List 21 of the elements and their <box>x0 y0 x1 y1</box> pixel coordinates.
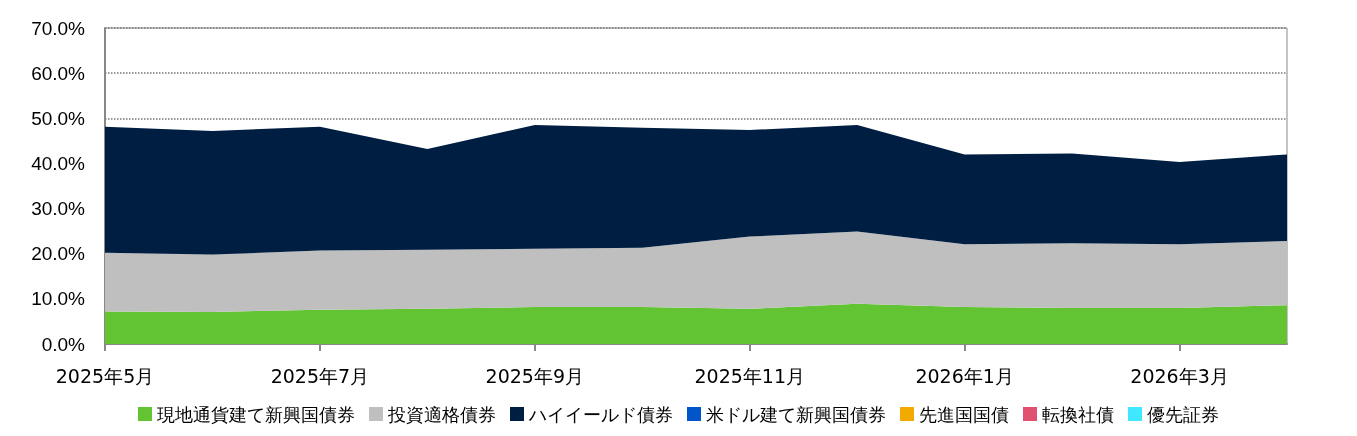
x-tick-label: 2025年5月 <box>55 364 155 387</box>
y-tick-label: 20.0% <box>31 243 86 265</box>
x-tick-label: 2025年11月 <box>694 364 805 387</box>
x-tick-label: 2025年7月 <box>270 364 370 387</box>
legend-label: 先進国国債 <box>919 403 1009 425</box>
y-tick-label: 60.0% <box>31 62 86 84</box>
y-tick-label: 0.0% <box>41 333 86 355</box>
x-tick-label: 2026年3月 <box>1130 364 1229 387</box>
y-tick-label: 30.0% <box>31 198 86 220</box>
x-tick-label: 2026年1月 <box>915 364 1014 387</box>
legend-label: 米ドル建て新興国債券 <box>706 403 886 425</box>
y-tick-label: 50.0% <box>31 107 86 129</box>
y-tick-label: 10.0% <box>31 288 86 310</box>
y-tick-label: 40.0% <box>31 152 86 174</box>
legend-label: 転換社債 <box>1042 403 1114 425</box>
legend-label: 優先証券 <box>1147 403 1219 425</box>
legend-label: 投資適格債券 <box>387 403 496 425</box>
legend-label: ハイイールド債券 <box>528 403 673 425</box>
legend-label: 現地通貨建て新興国債券 <box>157 403 355 425</box>
x-tick-label: 2025年9月 <box>485 364 585 387</box>
y-tick-label: 70.0% <box>31 17 86 39</box>
